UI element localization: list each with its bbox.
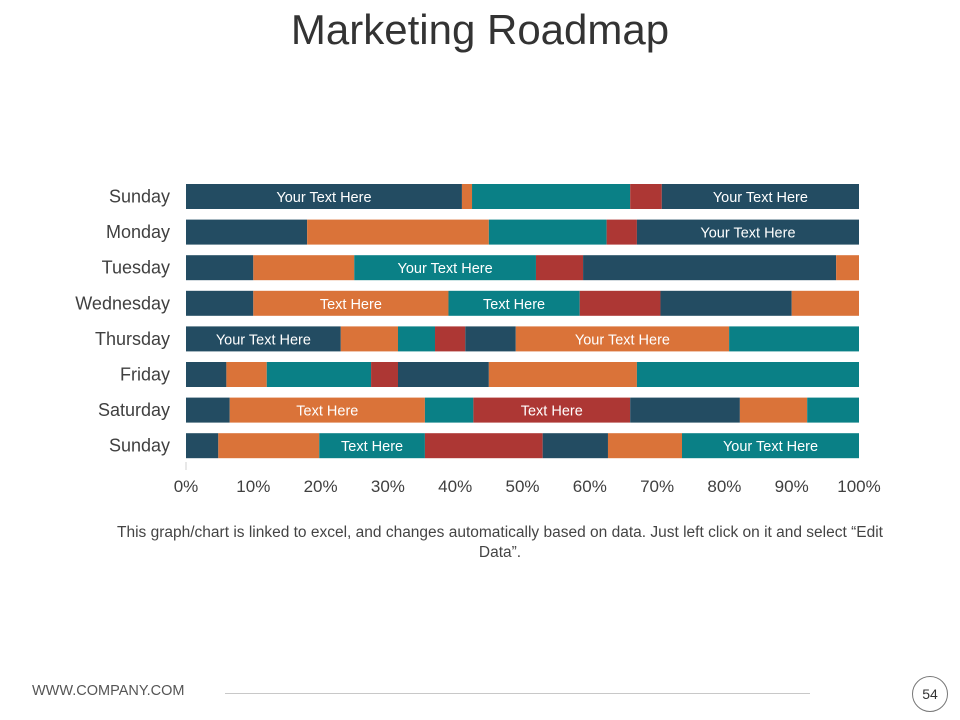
bar-segment: [473, 397, 631, 423]
bar-segment: [579, 290, 661, 316]
category-label: Saturday: [98, 400, 170, 420]
bar-segment: [186, 397, 230, 423]
bar-segment: [435, 326, 466, 352]
bar-segment: [472, 184, 631, 209]
bar-segment: [630, 397, 740, 423]
bar-segment: [397, 362, 489, 387]
bar-segment: [307, 219, 489, 245]
bar-segment: [807, 397, 859, 423]
bar-segment: [424, 433, 543, 459]
bar-segment: [253, 255, 355, 281]
category-label: Sunday: [109, 436, 170, 456]
bar-segment: [607, 433, 683, 459]
bar-segment: [186, 326, 341, 352]
x-tick-label: 90%: [775, 477, 809, 496]
segment-label: Your Text Here: [398, 261, 493, 277]
x-tick-label: 20%: [304, 477, 338, 496]
x-tick-label: 30%: [371, 477, 405, 496]
segment-label: Your Text Here: [575, 332, 670, 348]
footer-divider: [225, 693, 810, 694]
bar-segment: [739, 397, 808, 423]
x-tick-label: 100%: [837, 477, 880, 496]
segment-label: Your Text Here: [216, 332, 311, 348]
segment-label: Your Text Here: [276, 190, 371, 206]
x-tick-label: 70%: [640, 477, 674, 496]
slide-title: Marketing Roadmap: [290, 6, 670, 53]
bar-segment: [636, 362, 859, 387]
bar-segment: [836, 255, 859, 281]
bar-segment: [397, 326, 436, 352]
category-label: Wednesday: [75, 293, 170, 313]
bar-segment: [488, 219, 607, 245]
bar-segment: [229, 397, 425, 423]
bar-segment: [535, 255, 584, 281]
bar-segment: [371, 362, 398, 387]
bar-segment: [630, 184, 662, 209]
bar-segment: [186, 219, 308, 245]
bar-segment: [253, 290, 449, 316]
bar-segment: [461, 184, 473, 209]
x-tick-label: 10%: [236, 477, 270, 496]
segment-label: Your Text Here: [723, 439, 818, 455]
bar-segment: [266, 362, 372, 387]
x-tick-label: 0%: [174, 477, 199, 496]
bar-segment: [354, 255, 536, 281]
bar-segment: [226, 362, 267, 387]
footer-website: WWW.COMPANY.COM: [32, 683, 185, 699]
category-label: Friday: [120, 365, 170, 385]
bar-segment: [186, 433, 219, 459]
bar-segment: [218, 433, 320, 459]
x-tick-label: 50%: [505, 477, 539, 496]
bar-segment: [661, 184, 859, 209]
bar-segment: [660, 290, 792, 316]
bar-segment: [583, 255, 837, 281]
segment-label: Text Here: [483, 297, 545, 313]
segment-label: Text Here: [320, 297, 382, 313]
segment-label: Text Here: [296, 404, 358, 420]
x-tick-label: 80%: [707, 477, 741, 496]
bar-segment: [488, 362, 637, 387]
bar-segment: [636, 219, 859, 245]
category-label: Tuesday: [102, 258, 170, 278]
bar-segment: [424, 397, 474, 423]
bar-segment: [186, 255, 254, 281]
chart-caption: This graph/chart is linked to excel, and…: [117, 524, 883, 561]
category-label: Sunday: [109, 187, 170, 207]
bar-segment: [186, 184, 462, 209]
x-tick-label: 40%: [438, 477, 472, 496]
bar-segment: [729, 326, 859, 352]
segment-label: Your Text Here: [700, 226, 795, 242]
bar-segment: [542, 433, 608, 459]
bar-segment: [515, 326, 730, 352]
bar-segment: [448, 290, 580, 316]
category-label: Thursday: [95, 329, 170, 349]
segment-label: Text Here: [341, 439, 403, 455]
segment-label: Your Text Here: [713, 190, 808, 206]
bar-segment: [791, 290, 859, 316]
bar-segment: [186, 362, 227, 387]
bar-segment: [682, 433, 859, 459]
category-label: Monday: [106, 222, 170, 242]
page-number: 54: [912, 676, 948, 712]
bar-segment: [465, 326, 516, 352]
bar-segment: [319, 433, 425, 459]
x-tick-label: 60%: [573, 477, 607, 496]
bar-segment: [186, 290, 254, 316]
bar-segment: [606, 219, 637, 245]
bar-segment: [340, 326, 398, 352]
segment-label: Text Here: [521, 404, 583, 420]
